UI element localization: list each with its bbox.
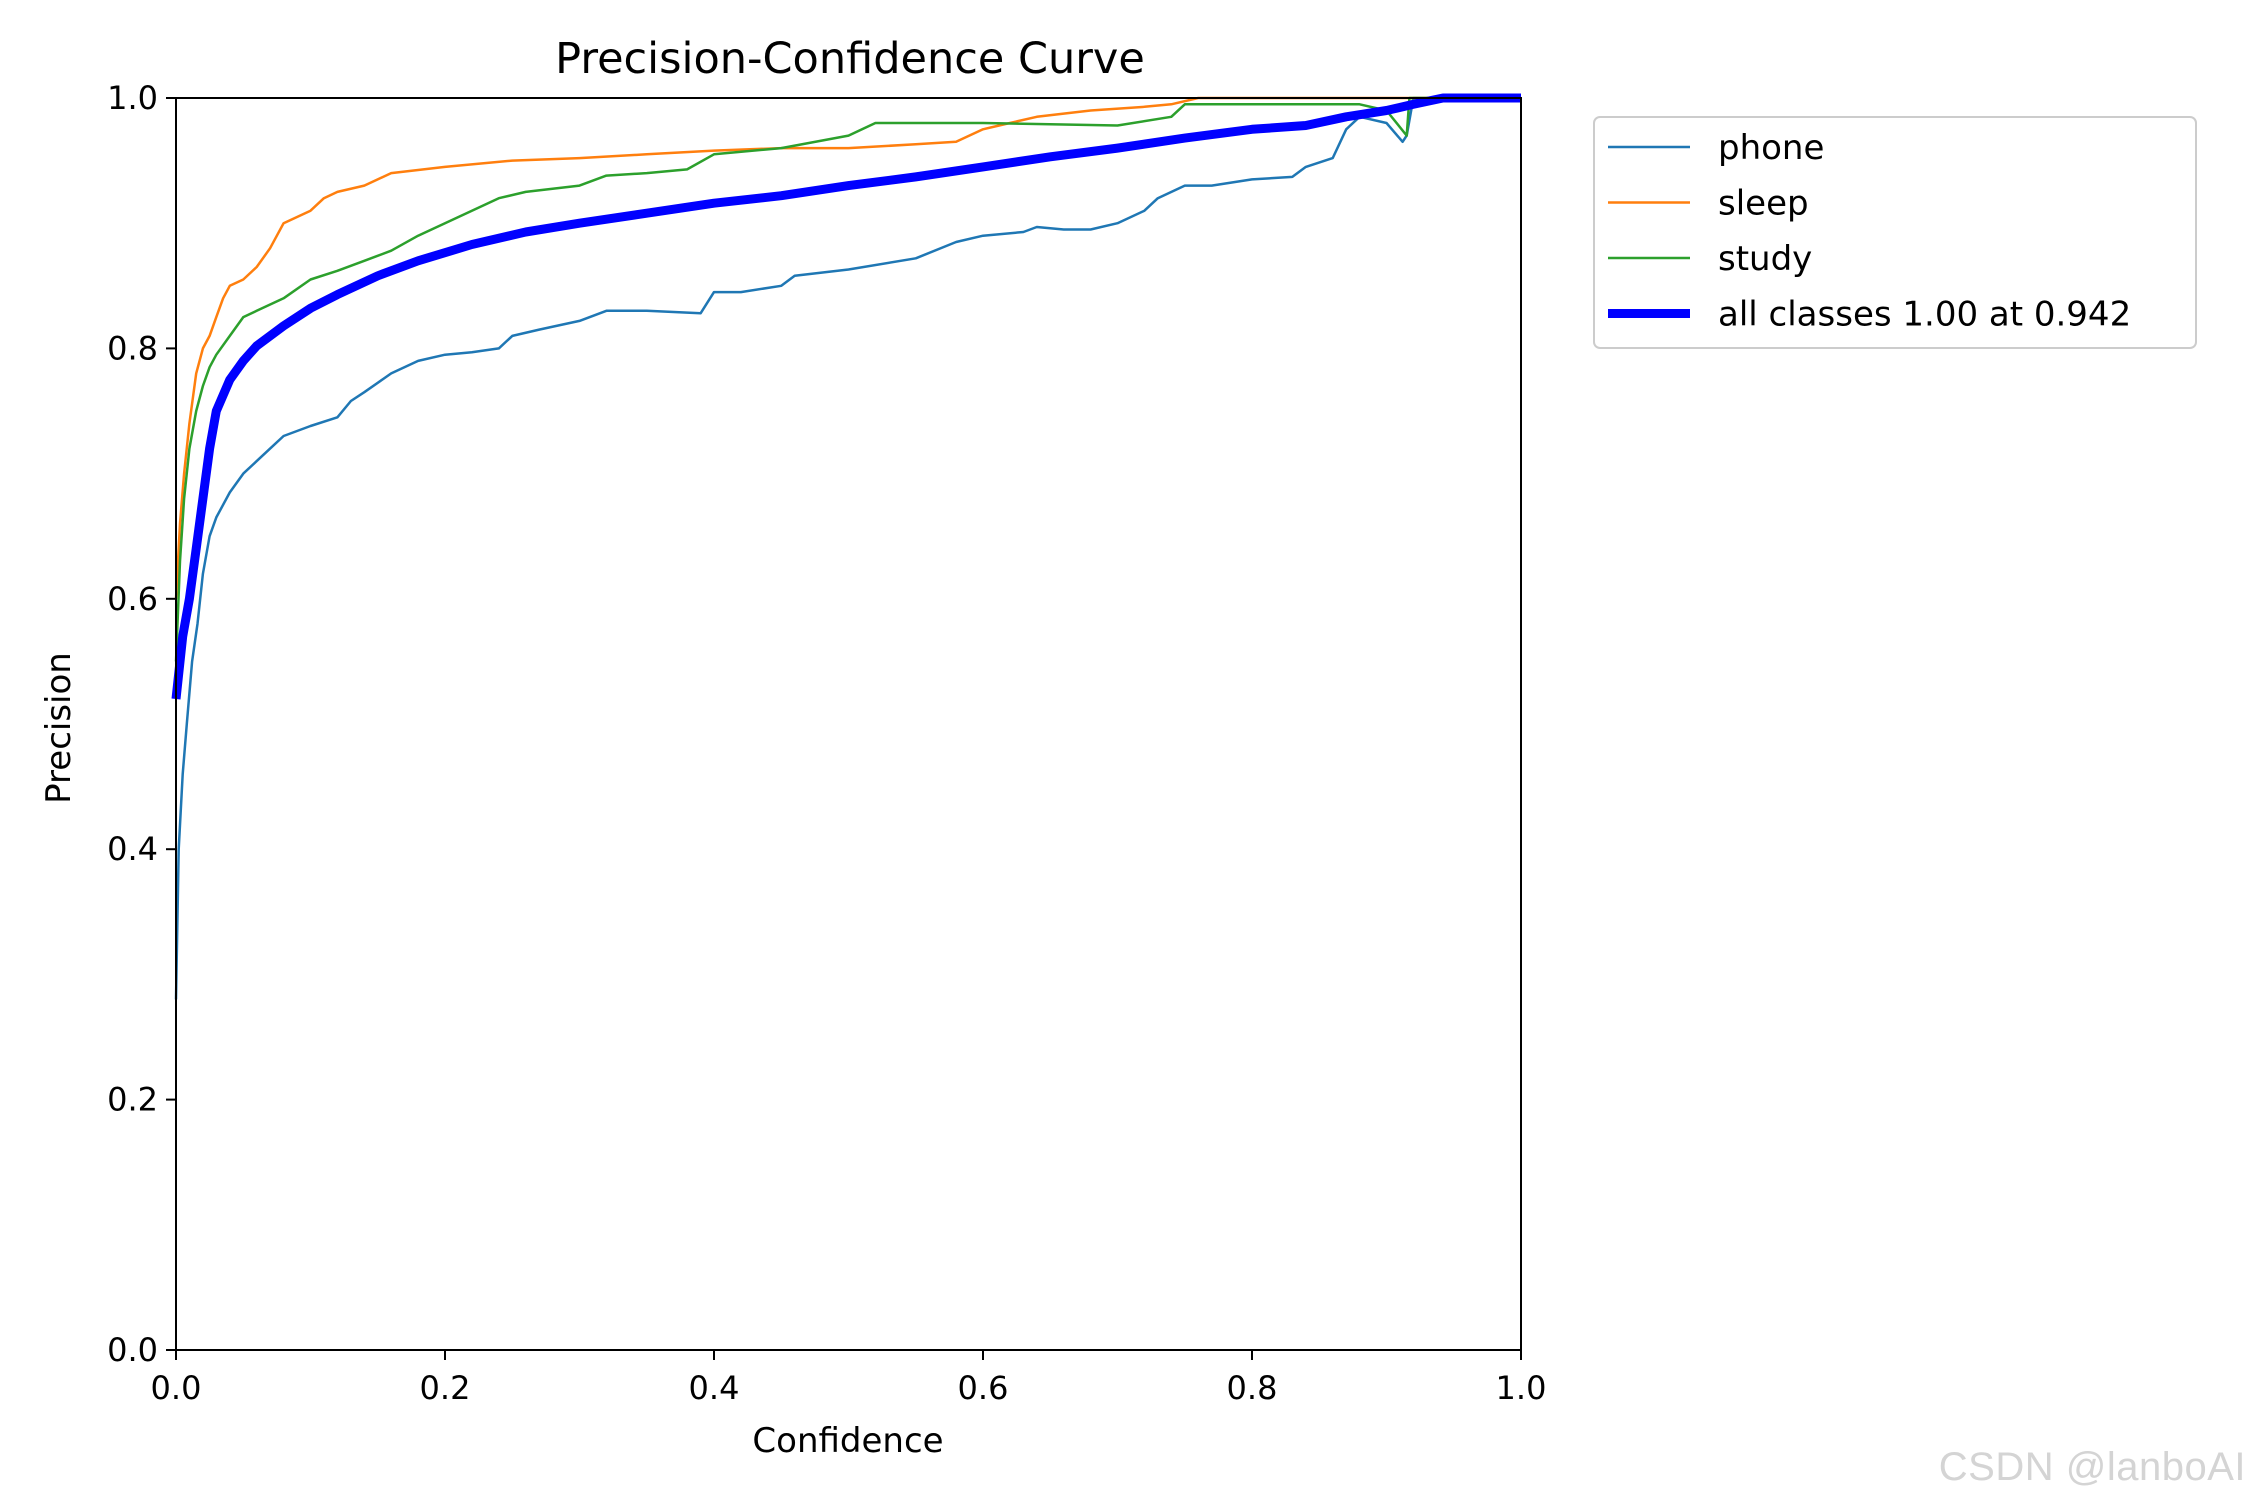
x-tick-label: 0.0 [151,1369,202,1407]
x-tick-label: 0.8 [1227,1369,1278,1407]
x-tick-label: 0.6 [958,1369,1009,1407]
chart-title: Precision-Confidence Curve [555,34,1145,84]
x-axis-label: Confidence [752,1421,943,1461]
x-tick-label: 0.2 [420,1369,471,1407]
y-tick-label: 0.2 [107,1081,158,1119]
legend-label-study: study [1718,239,1812,279]
series-layer [171,93,1521,1000]
plot-frame [175,97,1522,1351]
x-axis: 0.0 0.2 0.4 0.6 0.8 1.0 [151,1350,1547,1407]
legend-label-sleep: sleep [1718,184,1809,224]
y-tick-label: 1.0 [107,79,158,117]
y-tick-label: 0.6 [107,580,158,618]
y-tick-label: 0.4 [107,830,158,868]
series-line-phone [174,96,1521,1000]
legend-frame [1593,116,2197,349]
series-line-study [174,96,1521,662]
legend-label-all: all classes 1.00 at 0.942 [1718,295,2131,335]
y-tick-label: 0.8 [107,329,158,367]
legend-label-phone: phone [1718,128,1824,168]
series-line-all [171,93,1521,700]
y-tick-label: 0.0 [107,1331,158,1369]
x-tick-label: 1.0 [1496,1369,1547,1407]
x-tick-label: 0.4 [689,1369,740,1407]
y-axis: 0.0 0.2 0.4 0.6 0.8 1.0 [107,79,176,1369]
y-axis-label: Precision [39,652,79,804]
series-line-sleep [174,96,1521,599]
legend: phone sleep study all classes 1.00 at 0.942 [1593,116,2197,349]
watermark: CSDN @lanboAI [1938,1445,2246,1489]
